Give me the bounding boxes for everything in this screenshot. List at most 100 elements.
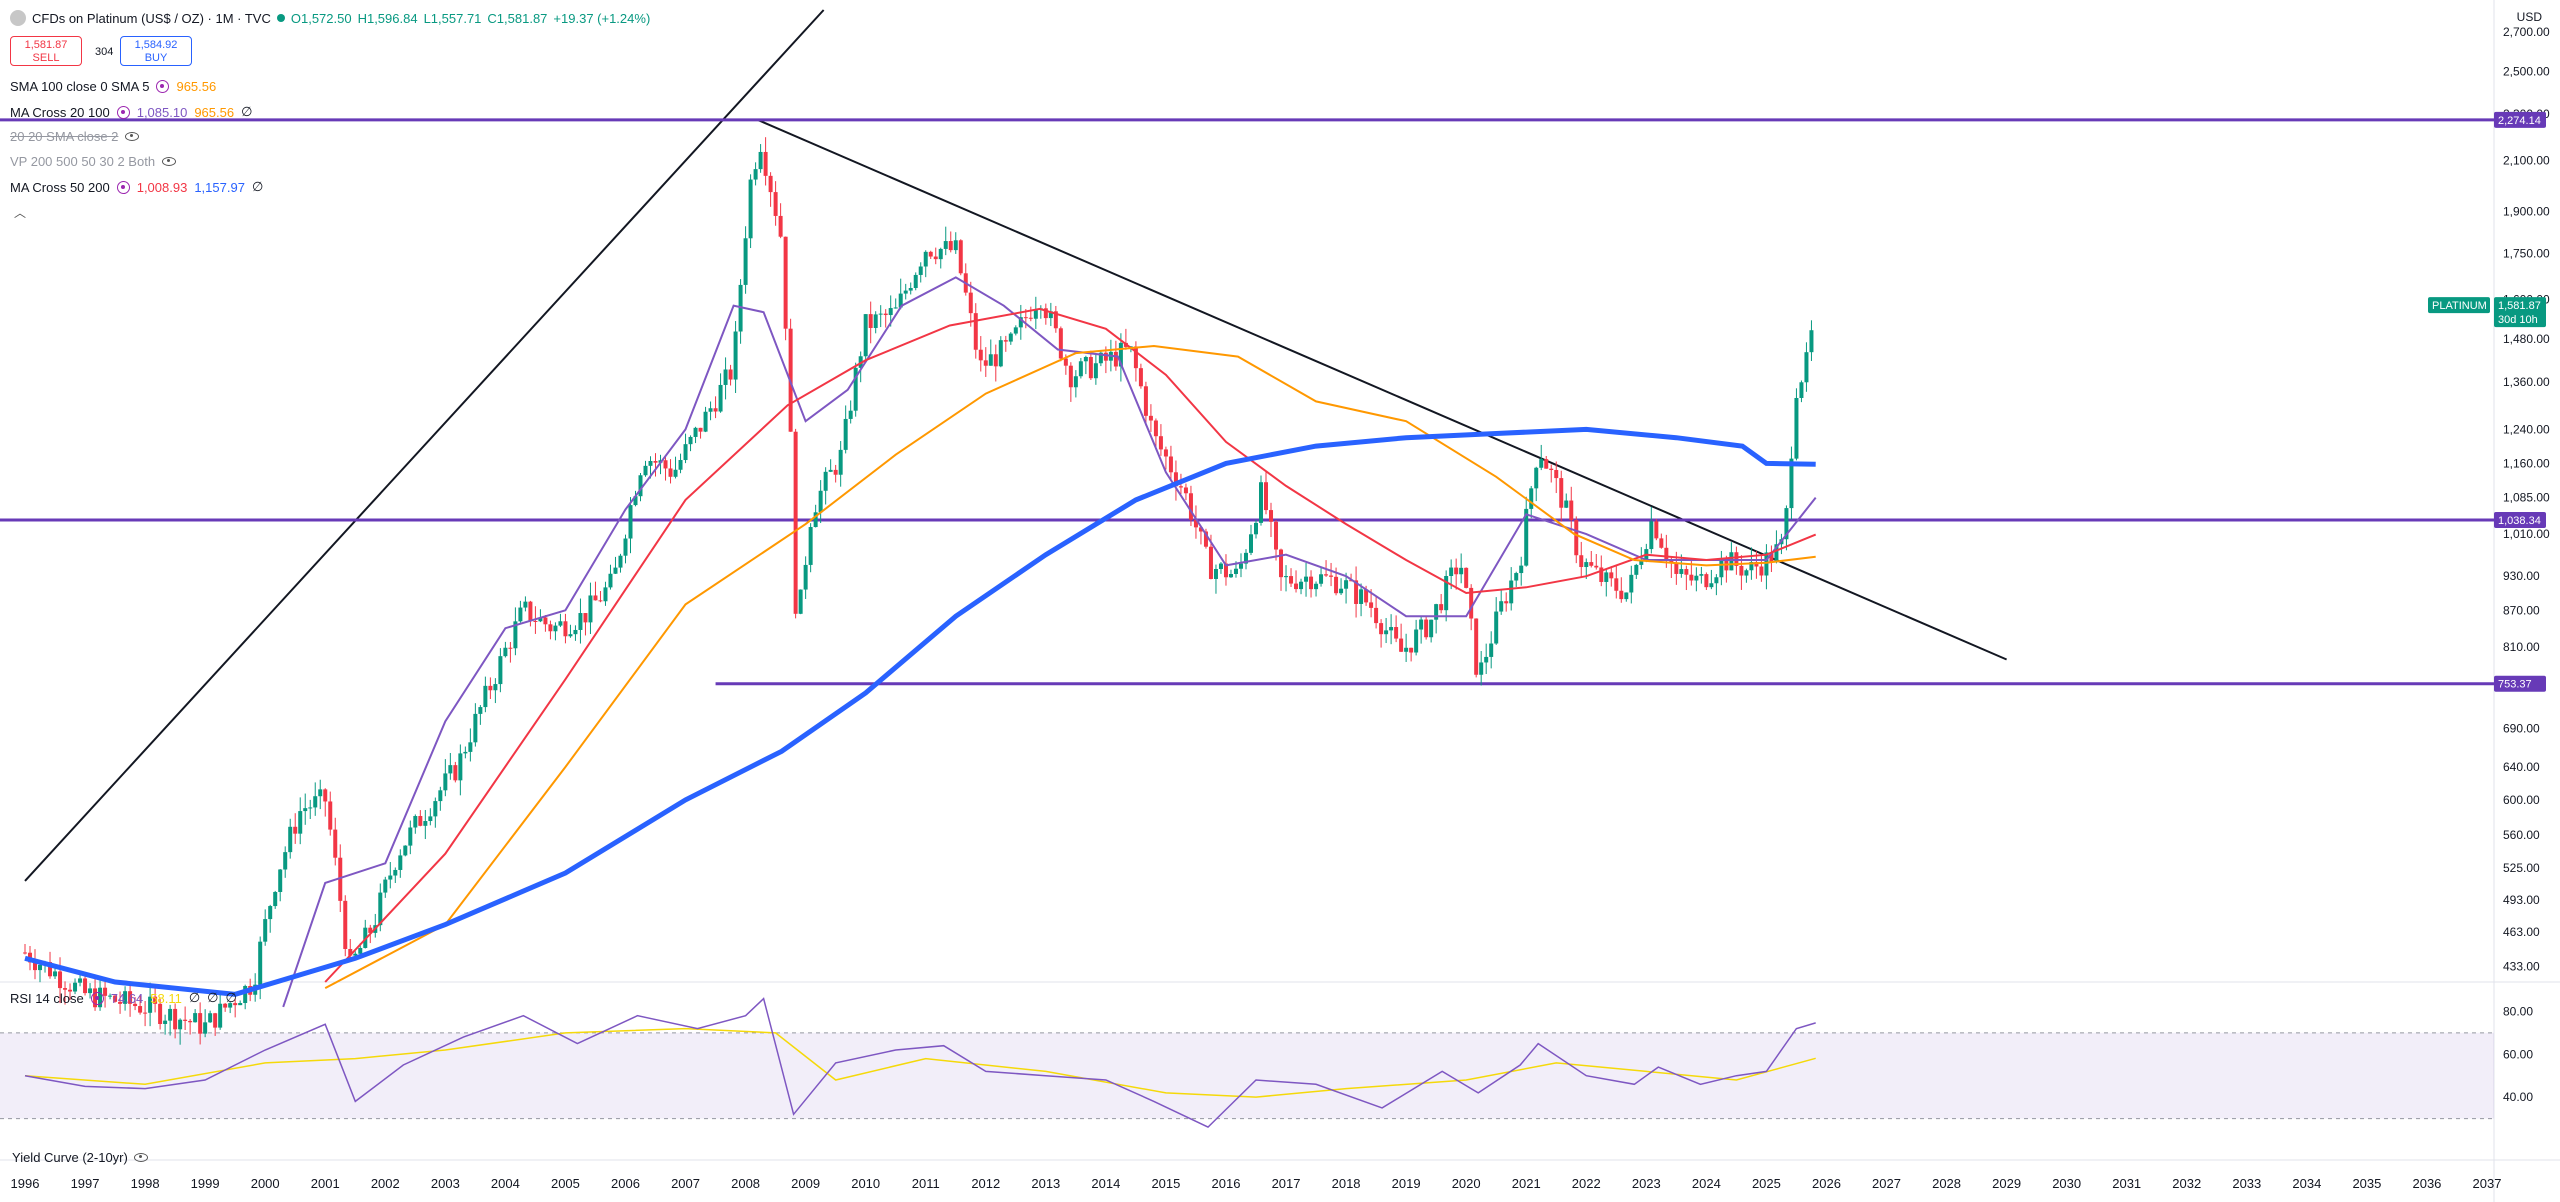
candle-body <box>878 313 883 315</box>
legend-rsi[interactable]: RSI 14 close 74.64 58.11 ∅ ∅ ∅ <box>10 990 237 1006</box>
candle-body <box>1594 565 1599 568</box>
candle-body <box>643 465 648 476</box>
time-tick-label: 2013 <box>1031 1176 1060 1191</box>
candle-body <box>978 349 983 361</box>
candle-body <box>718 384 723 412</box>
candle-body <box>688 436 693 445</box>
symbol-header: CFDs on Platinum (US$ / OZ) · 1M · TVC O… <box>10 10 650 26</box>
candle-body <box>508 647 513 649</box>
settings-icon[interactable] <box>90 991 104 1005</box>
candle-body <box>1469 587 1474 619</box>
candle-body <box>108 995 113 997</box>
hidden-eye-icon[interactable] <box>133 1153 148 1162</box>
candle-body <box>393 869 398 876</box>
candle-body <box>653 460 658 463</box>
candle-body <box>1243 552 1248 564</box>
candle-body <box>1444 576 1449 611</box>
candle-body <box>1574 520 1579 556</box>
time-axis[interactable]: 1996 1997 1998 1999 2000 2001 2002 2003 2004 2005… <box>11 1176 2502 1191</box>
price-tag-box <box>2494 111 2546 128</box>
candle-body <box>78 978 83 983</box>
candle-body <box>368 927 373 933</box>
candle-body <box>298 811 303 834</box>
price-tag-text: 1,581.87 <box>2498 300 2541 312</box>
candle-body <box>103 987 108 996</box>
candle-body <box>358 947 363 954</box>
legend-ma-cross-50-200[interactable]: MA Cross 50 200 1,008.93 1,157.97 ∅ <box>10 179 263 195</box>
candle-body <box>483 685 488 708</box>
candle-body <box>1629 574 1634 593</box>
candle-body <box>898 293 903 308</box>
candle-body <box>23 952 27 954</box>
legend-volume-profile[interactable]: VP 200 500 50 30 2 Both <box>10 154 177 169</box>
candle-body <box>683 444 688 461</box>
settings-icon[interactable] <box>116 105 130 119</box>
time-tick-label: 2035 <box>2352 1176 2381 1191</box>
candle-body <box>1269 510 1274 522</box>
candle-body <box>1098 352 1103 364</box>
hidden-eye-icon[interactable] <box>162 157 177 166</box>
candle-body <box>478 707 483 714</box>
candle-body <box>448 765 453 774</box>
candle-body <box>1259 482 1264 523</box>
candle-body <box>1058 328 1063 359</box>
legend-sma100[interactable]: SMA 100 close 0 SMA 5 965.56 <box>10 79 216 94</box>
candle-body <box>868 314 873 328</box>
horizontal-levels[interactable] <box>0 118 2494 686</box>
candle-body <box>1329 575 1334 577</box>
legend-yield-curve[interactable]: Yield Curve (2-10yr) <box>12 1150 148 1165</box>
legend-ma-cross-20-100[interactable]: MA Cross 20 100 1,085.10 965.56 ∅ <box>10 104 252 120</box>
legend-hidden-sma[interactable]: 20 20 SMA close 2 <box>10 129 140 144</box>
candle-body <box>548 624 553 632</box>
candle-body <box>938 248 943 260</box>
market-open-icon <box>276 14 285 22</box>
hidden-eye-icon[interactable] <box>125 132 140 141</box>
settings-icon[interactable] <box>116 180 130 194</box>
candle-body <box>1299 581 1304 590</box>
collapse-legend-chevron-icon[interactable]: ︿ <box>14 206 27 220</box>
candle-body <box>728 369 733 380</box>
candle-body <box>798 589 803 614</box>
candle-body <box>998 340 1003 367</box>
buy-button[interactable]: 1,584.92 BUY <box>120 36 192 66</box>
candle-body <box>563 621 568 637</box>
currency-label[interactable]: USD <box>2516 10 2542 24</box>
candle-body <box>1704 574 1709 588</box>
time-tick-label: 2006 <box>611 1176 640 1191</box>
candle-body <box>203 1022 208 1034</box>
time-tick-label: 2007 <box>671 1176 700 1191</box>
candle-body <box>1809 330 1814 353</box>
candle-body <box>113 995 118 1002</box>
time-tick-label: 2023 <box>1632 1176 1661 1191</box>
candle-body <box>153 996 158 1004</box>
candle-body <box>313 796 318 808</box>
candle-body <box>913 274 918 289</box>
candle-body <box>48 962 53 977</box>
candle-body <box>263 919 268 942</box>
legend-value: 1,157.97 <box>194 179 245 195</box>
time-tick-label: 1998 <box>131 1176 160 1191</box>
candle-body <box>1399 638 1404 652</box>
time-tick-label: 2031 <box>2112 1176 2141 1191</box>
candle-body <box>1529 488 1534 509</box>
candle-body <box>488 685 493 691</box>
candle-body <box>1604 572 1609 582</box>
candle-body <box>1749 562 1754 571</box>
time-tick-label: 2034 <box>2292 1176 2321 1191</box>
candle-body <box>618 555 623 568</box>
candle-body <box>1719 558 1724 578</box>
candle-body <box>438 790 443 802</box>
candle-body <box>158 1003 163 1025</box>
candle-body <box>193 1013 198 1023</box>
candle-body <box>723 369 728 385</box>
candle-body <box>1454 567 1459 575</box>
candle-body <box>1709 583 1714 588</box>
candle-body <box>1183 487 1188 494</box>
trendlines[interactable] <box>24 9 2008 882</box>
settings-icon[interactable] <box>156 80 170 93</box>
rsi-tick-label: 60.00 <box>2503 1047 2533 1061</box>
symbol-title[interactable]: CFDs on Platinum (US$ / OZ) · 1M · TVC <box>32 10 271 26</box>
sell-button[interactable]: 1,581.87 SELL <box>10 36 82 66</box>
candle-body <box>493 684 498 691</box>
